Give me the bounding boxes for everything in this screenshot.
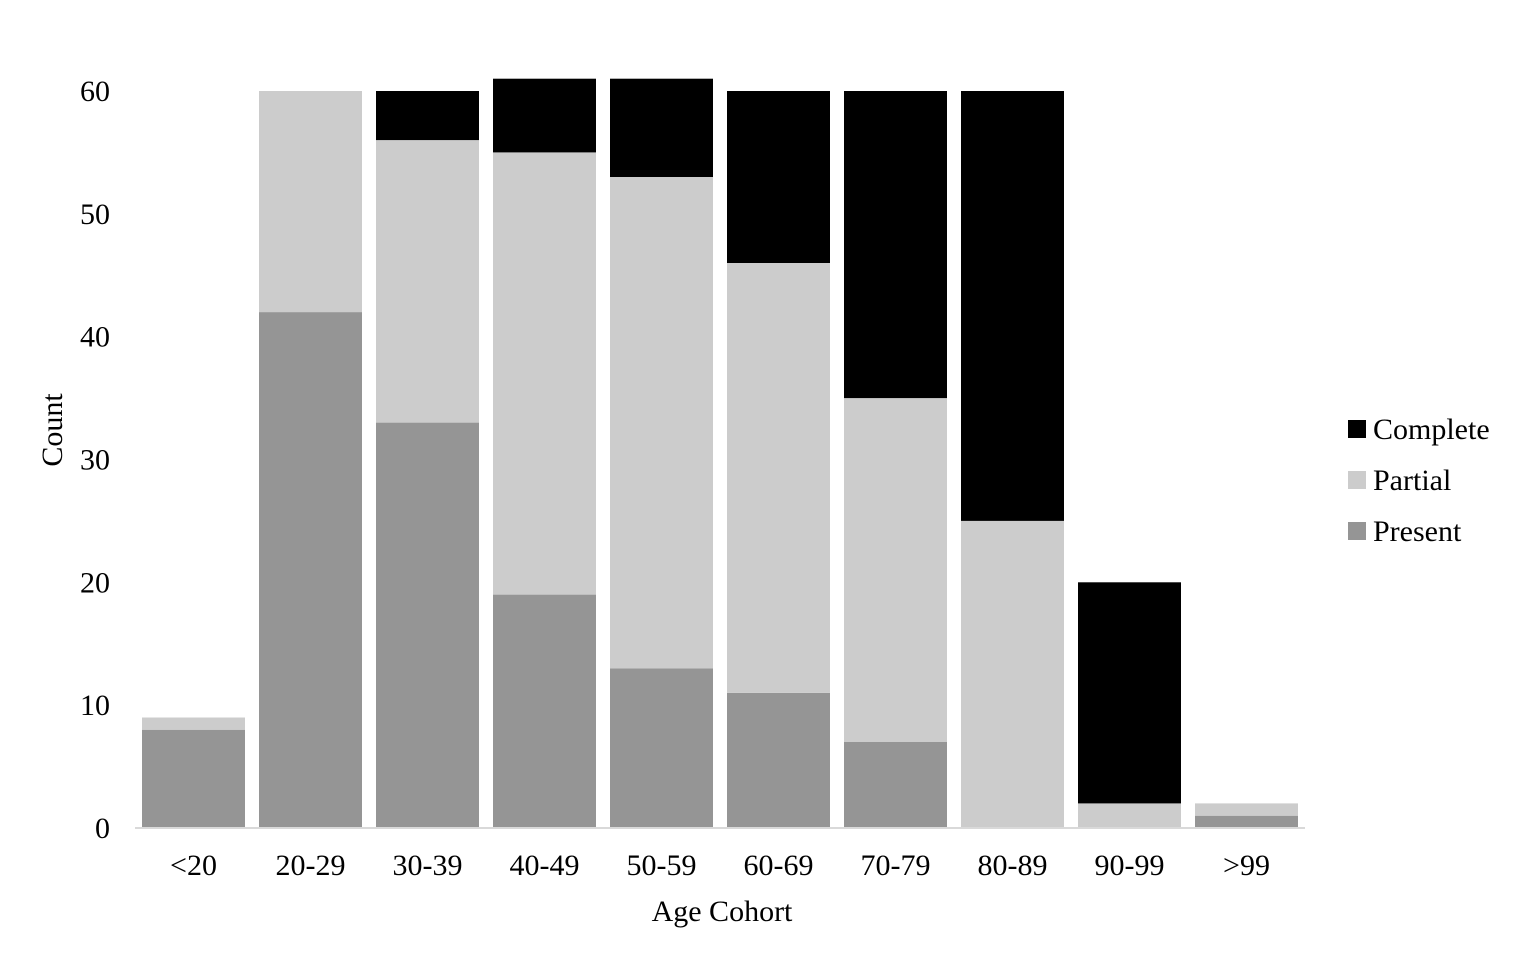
bar-complete-50-59	[610, 78, 713, 177]
bar-present-60-69	[727, 692, 830, 828]
y-tick-label-20: 20	[80, 566, 110, 599]
bar-complete-40-49	[493, 78, 596, 153]
bar-present-20-29	[259, 312, 362, 829]
legend-label-complete: Complete	[1373, 413, 1490, 446]
x-axis-title: Age Cohort	[652, 895, 793, 928]
y-tick-label-50: 50	[80, 198, 110, 231]
y-tick-label-40: 40	[80, 321, 110, 354]
bar-complete-60-69	[727, 91, 830, 263]
bar-present-lt20	[142, 729, 245, 828]
x-tick-label-gt99: >99	[1223, 849, 1270, 882]
bar-complete-30-39	[376, 91, 479, 141]
x-tick-label-70-79: 70-79	[861, 849, 931, 882]
legend: Complete Partial Present	[1348, 413, 1490, 548]
bar-partial-70-79	[844, 398, 947, 742]
bars-layer	[142, 78, 1298, 829]
bar-present-70-79	[844, 742, 947, 828]
x-axis-ticks: <20 20-29 30-39 40-49 50-59 60-69 70-79 80-89 90…	[170, 849, 1270, 882]
bar-complete-90-99	[1078, 582, 1181, 804]
x-tick-label-50-59: 50-59	[627, 849, 697, 882]
legend-swatch-present	[1348, 522, 1366, 540]
y-tick-label-30: 30	[80, 444, 110, 477]
bar-partial-gt99	[1195, 803, 1298, 816]
x-tick-label-lt20: <20	[170, 849, 217, 882]
legend-label-present: Present	[1373, 515, 1462, 548]
x-tick-label-90-99: 90-99	[1095, 849, 1165, 882]
legend-swatch-partial	[1348, 471, 1366, 489]
x-tick-label-20-29: 20-29	[276, 849, 346, 882]
y-axis-title: Count	[36, 393, 69, 467]
bar-complete-70-79	[844, 91, 947, 399]
y-axis-ticks: 0 10 20 30 40 50 60	[80, 75, 110, 845]
y-tick-label-60: 60	[80, 75, 110, 108]
bar-partial-80-89	[961, 520, 1064, 828]
x-tick-label-60-69: 60-69	[744, 849, 814, 882]
legend-swatch-complete	[1348, 420, 1366, 438]
x-tick-label-80-89: 80-89	[978, 849, 1048, 882]
bar-present-50-59	[610, 668, 713, 828]
bar-partial-60-69	[727, 263, 830, 693]
bar-complete-80-89	[961, 91, 1064, 521]
bar-partial-20-29	[259, 91, 362, 313]
y-tick-label-10: 10	[80, 689, 110, 722]
bar-present-gt99	[1195, 815, 1298, 828]
bar-partial-90-99	[1078, 803, 1181, 828]
bar-partial-lt20	[142, 717, 245, 730]
y-tick-label-0: 0	[95, 812, 110, 845]
legend-label-partial: Partial	[1373, 464, 1451, 497]
bar-present-30-39	[376, 422, 479, 828]
bar-present-40-49	[493, 594, 596, 828]
bar-partial-30-39	[376, 140, 479, 423]
bar-partial-40-49	[493, 152, 596, 595]
bar-partial-50-59	[610, 177, 713, 669]
x-tick-label-40-49: 40-49	[510, 849, 580, 882]
x-tick-label-30-39: 30-39	[393, 849, 463, 882]
